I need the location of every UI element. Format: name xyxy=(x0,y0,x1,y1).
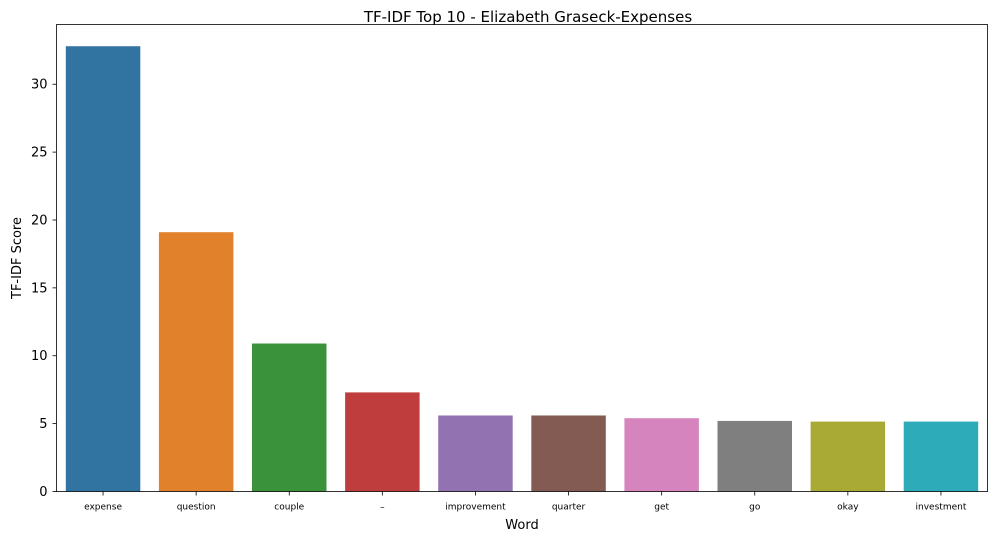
bar-7 xyxy=(717,420,792,492)
bar-8 xyxy=(810,421,886,492)
chart-title: TF-IDF Top 10 - Elizabeth Graseck-Expens… xyxy=(363,8,693,26)
bar-0 xyxy=(65,46,141,492)
x-tick-label: okay xyxy=(837,503,859,513)
x-tick-label: investment xyxy=(916,503,967,513)
y-axis-ticks: 0 5 10 15 20 25 30 xyxy=(31,78,57,500)
bars-group xyxy=(65,46,979,492)
plot-frame xyxy=(56,24,988,492)
y-tick-label: 25 xyxy=(31,146,48,161)
bar-1 xyxy=(158,232,234,492)
y-axis-label: TF-IDF Score xyxy=(10,217,25,300)
y-tick-label: 5 xyxy=(39,417,47,432)
x-tick-label: go xyxy=(749,503,761,513)
y-tick-label: 30 xyxy=(31,78,48,93)
x-tick-label: – xyxy=(380,503,385,513)
bar-4 xyxy=(438,415,513,492)
bar-9 xyxy=(903,421,979,492)
x-tick-label: question xyxy=(177,503,216,513)
y-tick-label: 0 xyxy=(39,485,47,500)
bar-2 xyxy=(252,343,327,492)
x-axis-ticks: expense question couple – improvement quarter… xyxy=(84,491,967,513)
x-axis-label: Word xyxy=(505,518,538,533)
x-tick-label: quarter xyxy=(552,503,586,513)
bar-3 xyxy=(345,392,420,492)
y-tick-label: 15 xyxy=(31,281,48,296)
x-tick-label: get xyxy=(654,503,669,513)
bar-6 xyxy=(624,418,699,492)
x-tick-label: improvement xyxy=(445,503,506,513)
x-tick-label: expense xyxy=(84,503,122,513)
x-tick-label: couple xyxy=(274,503,304,513)
y-tick-label: 10 xyxy=(31,349,48,364)
y-tick-label: 20 xyxy=(31,213,48,228)
bar-5 xyxy=(531,415,606,492)
